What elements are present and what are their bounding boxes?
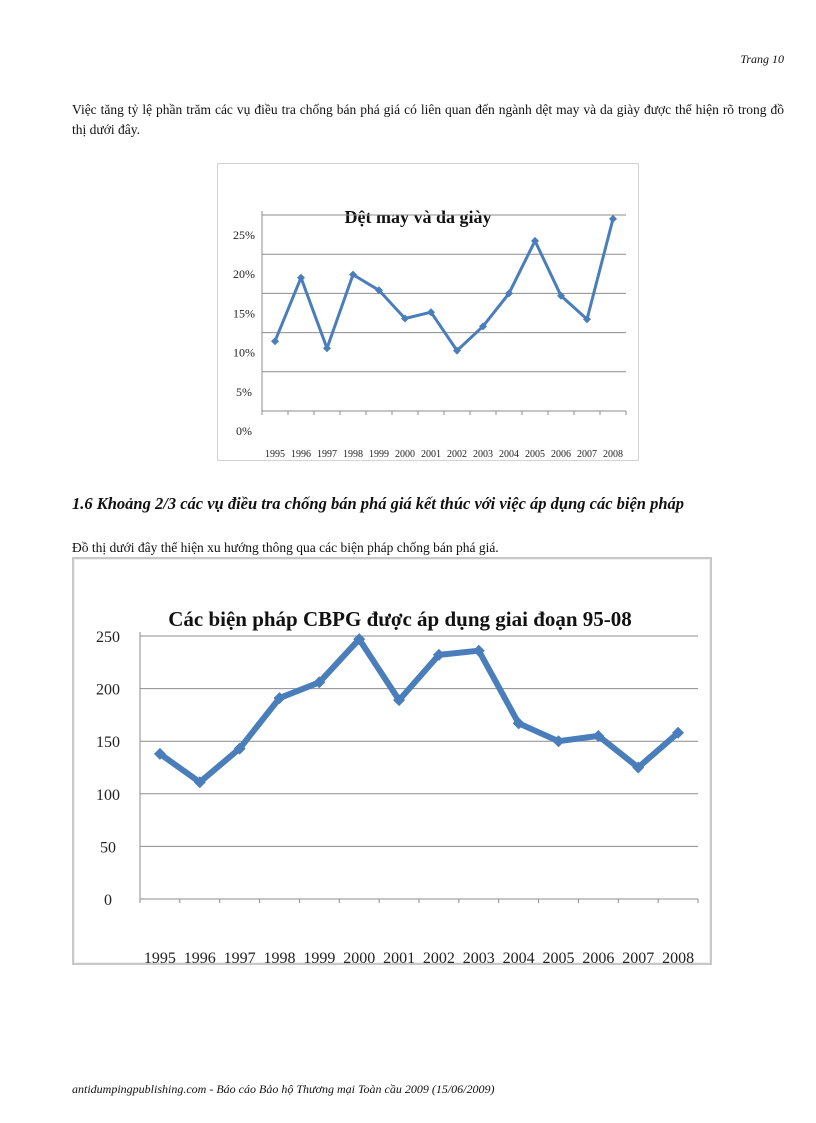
data-point (273, 692, 286, 705)
data-point (583, 315, 591, 324)
data-point (472, 644, 485, 657)
data-point (233, 742, 246, 755)
measures-chart-frame: Các biện pháp CBPG được áp dụng giai đoạ… (72, 557, 712, 967)
section-heading: 1.6 Khoảng 2/3 các vụ điều tra chống bán… (72, 494, 685, 513)
y-tick-label: 5% (236, 385, 252, 399)
y-tick-label: 250 (96, 629, 120, 646)
data-point (193, 776, 206, 789)
x-tick-label: 2002 (447, 449, 467, 460)
x-tick-label: 1998 (264, 950, 296, 963)
chart-title: Dệt may và da giày (345, 207, 492, 227)
y-tick-label: 50 (100, 839, 116, 856)
x-tick-label: 2006 (551, 449, 571, 460)
y-tick-label: 100 (96, 787, 120, 804)
data-point (592, 729, 605, 742)
x-tick-label: 2005 (525, 449, 545, 460)
data-point (531, 236, 539, 245)
x-tick-label: 2006 (582, 950, 614, 963)
x-tick-label: 2002 (423, 950, 455, 963)
x-tick-label: 2001 (383, 950, 415, 963)
x-tick-label: 1999 (369, 449, 389, 460)
x-tick-label: 2000 (395, 449, 415, 460)
data-point (271, 337, 279, 346)
data-point (393, 694, 406, 707)
y-tick-label: 15% (233, 306, 255, 320)
y-tick-label: 20% (233, 267, 255, 281)
chart-title: Các biện pháp CBPG được áp dụng giai đoạ… (168, 607, 632, 631)
x-tick-label: 2003 (473, 449, 493, 460)
x-tick-label: 2007 (577, 449, 597, 460)
textile-chart-frame: Dệt may và da giày 0% 5% 10% 15% 20% 25% 1995 19… (217, 163, 639, 461)
x-tick-label: 2001 (421, 449, 441, 460)
x-tick-label: 1995 (265, 449, 285, 460)
data-point (349, 270, 357, 279)
x-tick-label: 1999 (303, 950, 335, 963)
y-tick-label: 150 (96, 734, 120, 751)
x-tick-label: 2004 (499, 449, 519, 460)
data-point (505, 289, 513, 298)
x-tick-label: 2000 (343, 950, 375, 963)
data-point (479, 322, 487, 331)
data-point (353, 633, 366, 646)
y-tick-label: 0% (236, 424, 252, 438)
x-tick-label: 2008 (662, 950, 694, 963)
y-tick-label: 200 (96, 682, 120, 699)
x-tick-label: 2003 (463, 950, 495, 963)
intro-paragraph: Việc tăng tỷ lệ phần trăm các vụ điều tr… (72, 102, 784, 137)
data-point (297, 273, 305, 282)
data-point (552, 735, 565, 748)
data-point (632, 761, 645, 774)
y-tick-label: 25% (233, 228, 255, 242)
x-tick-label: 1997 (224, 950, 256, 963)
data-point (557, 291, 565, 300)
data-point (672, 726, 685, 739)
antidumping-measures-chart: Các biện pháp CBPG được áp dụng giai đoạ… (96, 607, 699, 967)
data-point (432, 648, 445, 661)
data-point (313, 676, 326, 689)
data-point (453, 346, 461, 355)
data-point (323, 344, 331, 353)
x-tick-label: 2004 (503, 950, 535, 963)
x-tick-label: 1998 (343, 449, 363, 460)
x-tick-label: 2005 (543, 950, 575, 963)
x-tick-label: 1996 (184, 950, 216, 963)
section-intro-paragraph: Đồ thị dưới đây thể hiện xu hướng thông … (72, 540, 499, 555)
x-tick-label: 2007 (622, 950, 654, 963)
data-point (427, 308, 435, 317)
x-tick-label: 1997 (317, 449, 337, 460)
y-tick-label: 10% (233, 346, 255, 360)
data-point (375, 286, 383, 295)
series-line (158, 636, 681, 786)
x-tick-label: 2008 (603, 449, 623, 460)
page-number: Trang 10 (740, 52, 784, 66)
x-tick-label: 1995 (144, 950, 176, 963)
data-point (401, 314, 409, 323)
series-line (273, 218, 615, 353)
page-footer: antidumpingpublishing.com - Báo cáo Bảo … (72, 1082, 495, 1096)
x-tick-label: 1996 (291, 449, 311, 460)
textile-footwear-chart: Dệt may và da giày 0% 5% 10% 15% 20% 25% 1995 19… (233, 207, 627, 460)
y-tick-label: 0 (104, 892, 112, 909)
data-point (609, 214, 617, 223)
data-point (512, 717, 525, 730)
data-point (153, 747, 166, 760)
